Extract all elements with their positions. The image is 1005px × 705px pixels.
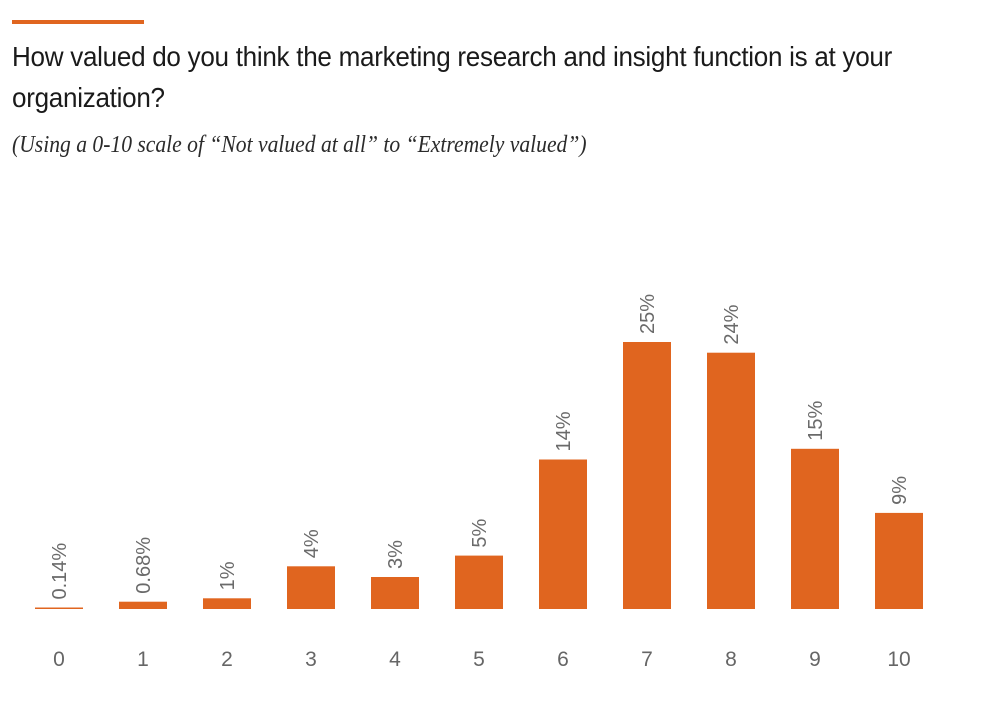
chart-title: How valued do you think the marketing re… xyxy=(12,41,893,113)
x-tick-label-3: 3 xyxy=(305,648,317,671)
x-tick-label-2: 2 xyxy=(221,648,233,671)
value-labels-group: 0.14% 0.68% 1% 4% 3% 5% 14% 25% 24% 15% 9% xyxy=(49,294,911,600)
bar-4 xyxy=(371,577,419,609)
value-label-0: 0.14% xyxy=(49,543,71,600)
value-label-9: 15% xyxy=(805,401,827,441)
value-label-7: 25% xyxy=(637,294,659,334)
chart-subtitle: (Using a 0-10 scale of “Not valued at al… xyxy=(12,132,587,158)
x-tick-label-5: 5 xyxy=(473,648,485,671)
x-tick-label-7: 7 xyxy=(641,648,653,671)
bar-6 xyxy=(539,459,587,609)
bar-8 xyxy=(707,352,755,609)
x-tick-label-1: 1 xyxy=(137,648,149,671)
value-label-4: 3% xyxy=(385,540,407,569)
value-label-3: 4% xyxy=(301,529,323,558)
value-label-8: 24% xyxy=(721,304,743,344)
x-tick-label-10: 10 xyxy=(887,648,910,671)
value-label-1: 0.68% xyxy=(133,537,155,594)
value-label-6: 14% xyxy=(553,411,575,451)
x-tick-label-8: 8 xyxy=(725,648,737,671)
value-label-2: 1% xyxy=(217,561,239,590)
bar-1 xyxy=(119,601,167,609)
x-tick-label-6: 6 xyxy=(557,648,569,671)
bar-5 xyxy=(455,555,503,609)
x-tick-labels-group: 0 1 2 3 4 5 6 7 8 9 10 xyxy=(53,648,911,671)
bar-2 xyxy=(203,598,251,609)
x-tick-label-9: 9 xyxy=(809,648,821,671)
bar-3 xyxy=(287,566,335,609)
bars-group xyxy=(35,342,923,609)
bar-7 xyxy=(623,342,671,609)
x-tick-label-4: 4 xyxy=(389,648,401,671)
value-label-10: 9% xyxy=(889,476,911,505)
bar-9 xyxy=(791,448,839,609)
accent-rule xyxy=(12,20,144,24)
bar-0 xyxy=(35,607,83,609)
bar-10 xyxy=(875,512,923,609)
x-tick-label-0: 0 xyxy=(53,648,65,671)
value-label-5: 5% xyxy=(469,518,491,547)
